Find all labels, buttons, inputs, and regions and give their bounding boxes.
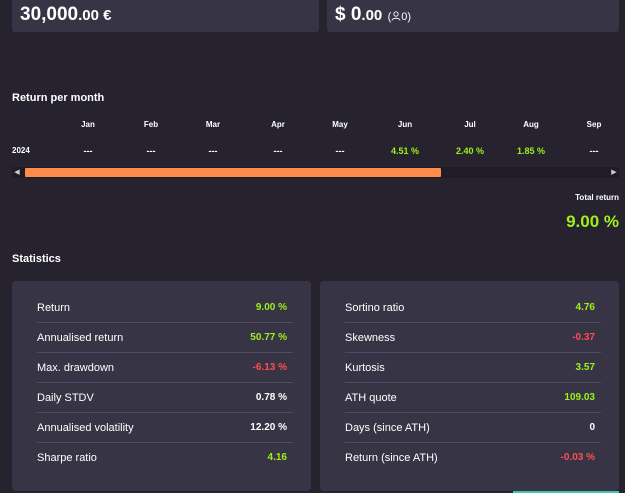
month-value-aug: 1.85 % [516,146,546,156]
stat-value: -0.03 % [560,452,595,463]
stat-value: 9.00 % [255,302,287,313]
month-value-jul: 2.40 % [455,146,485,156]
stat-label: ATH quote [345,392,397,404]
balance-decimal: .00 € [78,7,112,24]
stat-value: 12.20 % [250,422,287,433]
month-header-mar: Mar [205,120,221,129]
scrollbar-thumb[interactable] [25,168,441,177]
stat-row: Annualised volatility 12.20 % [37,413,293,443]
stat-row: Sortino ratio 4.76 [345,293,601,323]
stat-row: Max. drawdown -6.13 % [37,353,293,383]
month-header-jan: Jan [81,120,95,129]
stat-label: Max. drawdown [37,362,115,374]
stat-label: Sortino ratio [345,302,405,314]
invested-main: $ 0 [335,4,362,25]
stat-label: Sharpe ratio [37,452,97,464]
stat-value: 3.57 [575,362,595,373]
statistics-panel-right: Sortino ratio 4.76 Skewness -0.37 Kurtosis 3.… [320,281,619,491]
triangle-right-icon[interactable]: ▶ [611,169,617,176]
followers-count: 0 [401,11,408,23]
stat-row: Sharpe ratio 4.16 [37,443,293,473]
stat-label: Return [37,302,71,314]
stat-label: Skewness [345,332,396,344]
followers-count-wrapper: (0) [387,11,412,23]
month-header-apr: Apr [271,120,285,129]
stat-row: Daily STDV 0.78 % [37,383,293,413]
year-label: 2024 [12,146,30,155]
stat-value: -6.13 % [252,362,287,373]
stat-value: 109.03 [564,392,595,403]
stat-label: Return (since ATH) [345,452,438,464]
stat-value: 0.78 % [255,392,287,403]
month-header-jun: Jun [397,120,413,129]
month-value-may: --- [335,146,345,156]
month-value-jun: 4.51 % [390,146,420,156]
stat-value: -0.37 [572,332,595,343]
invested-card: $ 0.00 (0) [327,0,619,32]
horizontal-scrollbar[interactable]: ◀ ▶ [12,167,619,178]
stat-label: Annualised return [37,332,124,344]
bottom-accent-bar [513,491,619,493]
balance-main: 30,000 [20,4,79,25]
stat-row: Kurtosis 3.57 [345,353,601,383]
invested-amount: $ 0.00 (0) [335,4,411,26]
month-value-sep: --- [589,146,599,156]
stat-label: Annualised volatility [37,422,134,434]
stat-row: Annualised return 50.77 % [37,323,293,353]
month-header-may: May [332,120,348,129]
statistics-panel-left: Return 9.00 % Annualised return 50.77 % Max.… [12,281,311,491]
stat-value: 4.76 [575,302,595,313]
month-header-feb: Feb [143,120,159,129]
stat-label: Days (since ATH) [345,422,430,434]
stat-row: Return 9.00 % [37,293,293,323]
month-value-jan: --- [83,146,93,156]
stat-row: Skewness -0.37 [345,323,601,353]
stat-label: Daily STDV [37,392,94,404]
return-per-month-title: Return per month [12,92,105,104]
month-value-feb: --- [146,146,156,156]
triangle-left-icon[interactable]: ◀ [14,169,20,176]
month-value-mar: --- [208,146,218,156]
stat-value: 50.77 % [250,332,287,343]
statistics-title: Statistics [12,253,61,265]
month-header-row: Jan Feb Mar Apr May Jun Jul Aug Sep [0,120,625,134]
month-header-aug: Aug [523,120,539,129]
invested-decimal: .00 [361,7,383,24]
year-values-row: 2024 --- --- --- --- --- 4.51 % 2.40 % 1.85 % --… [0,146,625,160]
month-header-jul: Jul [464,120,476,129]
month-value-apr: --- [273,146,283,156]
total-return-value: 9.00 % [566,212,619,231]
total-return-label: Total return [575,193,619,202]
stat-label: Kurtosis [345,362,385,374]
stat-value: 0 [589,422,595,433]
person-outline-icon [391,11,401,21]
stat-row: Days (since ATH) 0 [345,413,601,443]
balance-card: 30,000.00 € [12,0,319,32]
stat-row: Return (since ATH) -0.03 % [345,443,601,473]
balance-amount: 30,000.00 € [20,4,112,26]
month-header-sep: Sep [586,120,602,129]
stat-row: ATH quote 109.03 [345,383,601,413]
stat-value: 4.16 [267,452,287,463]
